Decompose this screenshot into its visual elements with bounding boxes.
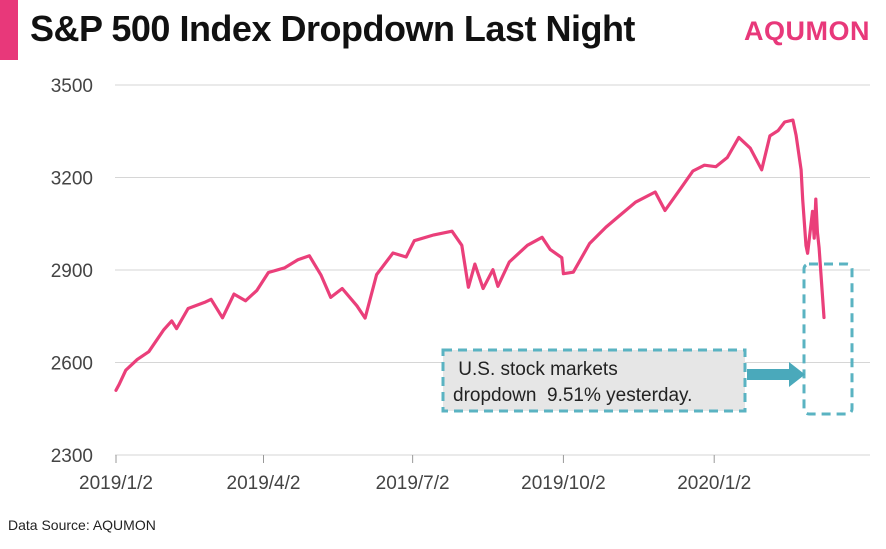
data-point (760, 168, 763, 171)
annotation-text: U.S. stock markets (453, 359, 618, 380)
annotation-arrow-shaft (747, 369, 789, 380)
chart-title: S&P 500 Index Dropdown Last Night (30, 8, 635, 49)
y-tick-label: 2600 (51, 354, 93, 375)
data-point (617, 214, 621, 218)
data-point (783, 120, 786, 124)
data-point (175, 327, 178, 330)
data-point (737, 136, 740, 139)
data-point (814, 197, 817, 201)
title-accent-bar (0, 0, 18, 60)
data-point (460, 244, 463, 247)
data-point (232, 292, 236, 296)
data-point (811, 210, 814, 213)
data-point (491, 268, 495, 271)
data-point (186, 307, 190, 310)
data-point (703, 164, 706, 167)
data-point (341, 287, 344, 290)
data-point (801, 198, 804, 201)
data-point (209, 298, 213, 301)
data-point (481, 287, 485, 290)
data-point (319, 273, 323, 277)
data-point (450, 230, 454, 233)
data-point (162, 328, 165, 332)
data-point (663, 209, 667, 212)
data-point (391, 251, 395, 255)
x-tick-label: 2020/1/2 (677, 473, 751, 494)
data-point (526, 244, 529, 247)
data-point (813, 237, 816, 240)
data-point (267, 271, 270, 274)
data-point (244, 299, 247, 302)
data-point (714, 165, 717, 168)
data-point (221, 316, 224, 319)
data-point (804, 244, 808, 247)
data-point (816, 230, 819, 234)
data-point (355, 304, 359, 307)
data-point (691, 169, 695, 173)
data-point (496, 285, 500, 288)
data-point (562, 272, 565, 275)
data-point (296, 258, 300, 261)
annotation-box (441, 348, 747, 413)
brand-logo: AQUMON (744, 16, 870, 46)
data-point (822, 316, 826, 319)
x-tick-label: 2019/7/2 (376, 473, 450, 494)
crash-highlight-box (802, 262, 854, 416)
data-point (817, 246, 821, 249)
data-point (768, 134, 772, 138)
y-tick-label: 3200 (51, 169, 93, 190)
y-tick-label: 3500 (51, 76, 93, 97)
data-point (634, 201, 637, 204)
data-point (794, 134, 798, 137)
data-point (136, 358, 139, 361)
sp500-series-line (114, 118, 826, 392)
data-point (124, 369, 128, 372)
y-tick-label: 2900 (51, 261, 93, 282)
data-point (604, 225, 608, 229)
data-point (467, 286, 470, 289)
data-point (791, 118, 795, 122)
data-point (726, 156, 729, 159)
annotation-arrow-head (789, 362, 805, 387)
data-point (549, 248, 552, 251)
data-point (375, 273, 378, 276)
data-point (432, 233, 436, 237)
data-point (508, 260, 511, 264)
data-source-note: Data Source: AQUMON (8, 517, 156, 533)
x-tick-label: 2019/4/2 (227, 473, 301, 494)
data-point (654, 190, 657, 194)
data-point (749, 147, 752, 150)
data-point (806, 252, 809, 255)
data-point (540, 236, 544, 239)
data-point (118, 382, 121, 386)
data-point (363, 316, 367, 320)
data-point (473, 262, 477, 266)
data-point (114, 389, 118, 392)
y-tick-label: 2300 (51, 446, 93, 467)
data-point (776, 129, 780, 132)
x-tick-label: 2019/10/2 (521, 473, 606, 494)
data-point (255, 289, 259, 292)
data-point (572, 271, 575, 274)
data-point (170, 319, 173, 323)
data-point (283, 266, 286, 269)
data-point (147, 350, 150, 353)
data-point (560, 256, 563, 259)
data-point (413, 239, 416, 242)
annotation-text: dropdown 9.51% yesterday. (453, 385, 692, 406)
data-point (203, 301, 206, 304)
x-tick-label: 2019/1/2 (79, 473, 153, 494)
data-point (308, 254, 311, 257)
data-point (329, 296, 332, 299)
data-point (680, 186, 683, 189)
data-point (404, 255, 408, 259)
data-point (799, 168, 803, 171)
data-point (588, 242, 591, 245)
